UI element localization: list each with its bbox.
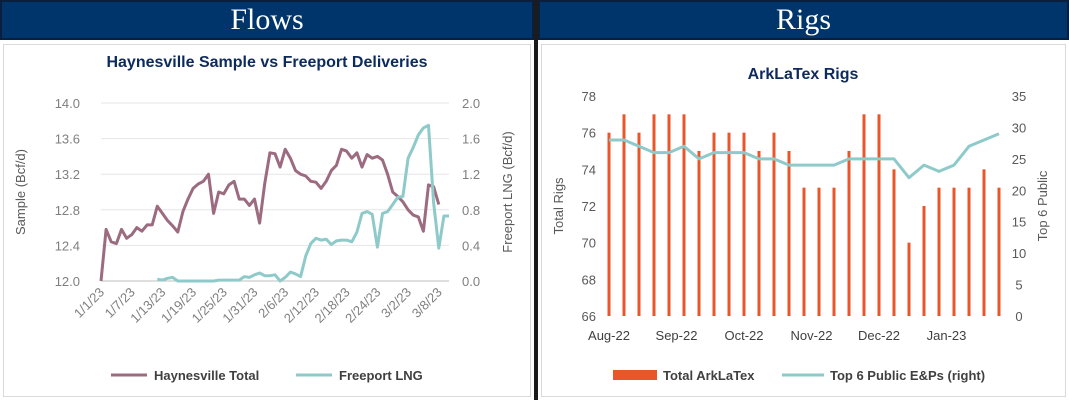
y-tick-label: 12.4 bbox=[55, 238, 80, 253]
y-tick-label: 68 bbox=[582, 272, 596, 287]
y2-tick-label: 10 bbox=[1012, 246, 1026, 261]
y2-tick-label: 5 bbox=[1015, 278, 1022, 293]
x-tick-label: Aug-22 bbox=[588, 328, 630, 343]
rig-bar bbox=[877, 114, 881, 316]
rig-bar bbox=[637, 132, 641, 316]
y2-tick-label: 0.4 bbox=[462, 238, 480, 253]
panel-divider bbox=[534, 0, 538, 400]
y-tick-label: 12.0 bbox=[55, 274, 80, 289]
rigs-panel: Rigs ArkLaTex Rigs 66 68 70 72 74 76 78 0 5 10 15 20… bbox=[538, 0, 1069, 400]
series-line-freeport bbox=[157, 123, 449, 283]
x-tick-label: Nov-22 bbox=[791, 328, 833, 343]
legend-swatch-total-arklatex bbox=[613, 370, 657, 380]
x-tick-label: Sep-22 bbox=[656, 328, 698, 343]
rig-bar bbox=[907, 242, 911, 316]
rig-bar bbox=[967, 187, 971, 316]
rig-bar bbox=[727, 132, 731, 316]
y-tick-label: 66 bbox=[582, 309, 596, 324]
y2-tick-label: 15 bbox=[1012, 215, 1026, 230]
rig-bar bbox=[832, 187, 836, 316]
flows-header: Flows bbox=[0, 0, 534, 40]
y2-axis-title: Top 6 Public bbox=[1035, 170, 1050, 241]
flows-chart-svg: Haynesville Sample vs Freeport Deliverie… bbox=[13, 54, 515, 383]
y2-tick-label: 20 bbox=[1012, 183, 1026, 198]
y-tick-label: 76 bbox=[582, 126, 596, 141]
y2-tick-label: 1.6 bbox=[462, 132, 480, 147]
chart-title: Haynesville Sample vs Freeport Deliverie… bbox=[106, 54, 427, 71]
legend-label-haynesville: Haynesville Total bbox=[154, 368, 259, 383]
rigs-header: Rigs bbox=[538, 0, 1069, 40]
flows-chart-frame: Haynesville Sample vs Freeport Deliverie… bbox=[3, 44, 531, 397]
y2-tick-label: 25 bbox=[1012, 152, 1026, 167]
rig-bar bbox=[787, 151, 791, 316]
y2-tick-label: 0 bbox=[1015, 309, 1022, 324]
rig-bar bbox=[922, 206, 926, 316]
rig-bar bbox=[622, 114, 626, 316]
x-tick-label: 2/24/23 bbox=[342, 285, 383, 326]
y2-tick-label: 2.0 bbox=[462, 96, 480, 111]
y-tick-label: 13.2 bbox=[55, 167, 80, 182]
rig-bar bbox=[862, 114, 866, 316]
y-axis-title: Sample (Bcf/d) bbox=[13, 149, 28, 235]
series-line-top6-public bbox=[609, 132, 1000, 180]
rig-bar bbox=[607, 132, 611, 316]
rig-bar bbox=[817, 187, 821, 316]
y2-axis-title: Freeport LNG (Bcf/d) bbox=[500, 131, 515, 252]
x-tick-label: 1/31/23 bbox=[219, 285, 260, 326]
y2-tick-label: 30 bbox=[1012, 120, 1026, 135]
y-tick-label: 70 bbox=[582, 236, 596, 251]
rig-bar bbox=[652, 114, 656, 316]
y-tick-label: 78 bbox=[582, 89, 596, 104]
series-line-haynesville bbox=[99, 147, 441, 282]
rig-bar bbox=[952, 187, 956, 316]
y2-tick-label: 0.8 bbox=[462, 203, 480, 218]
rig-bar bbox=[742, 132, 746, 316]
y-tick-label: 13.6 bbox=[55, 132, 80, 147]
x-tick-label: Jan-23 bbox=[927, 328, 967, 343]
rigs-chart-frame: ArkLaTex Rigs 66 68 70 72 74 76 78 0 5 10 15 20 25 30 3… bbox=[541, 44, 1066, 397]
y2-tick-label: 1.2 bbox=[462, 167, 480, 182]
rig-bar bbox=[892, 169, 896, 316]
rig-bar bbox=[682, 114, 686, 316]
y-tick-label: 14.0 bbox=[55, 96, 80, 111]
rig-bar bbox=[997, 187, 1001, 316]
legend-label-total-arklatex: Total ArkLaTex bbox=[663, 368, 755, 383]
x-tick-label: 3/8/23 bbox=[409, 285, 445, 321]
rig-bar bbox=[712, 132, 716, 316]
y-tick-label: 74 bbox=[582, 162, 596, 177]
y2-tick-label: 0.0 bbox=[462, 274, 480, 289]
rig-bar bbox=[847, 151, 851, 316]
x-tick-label: Dec-22 bbox=[858, 328, 900, 343]
rigs-chart-svg: ArkLaTex Rigs 66 68 70 72 74 76 78 0 5 10 15 20 25 30 3… bbox=[551, 66, 1050, 383]
x-tick-label: 3/2/23 bbox=[378, 285, 414, 321]
flows-panel: Flows Haynesville Sample vs Freeport Del… bbox=[0, 0, 534, 400]
x-tick-label: Oct-22 bbox=[724, 328, 763, 343]
rig-bar bbox=[802, 187, 806, 316]
legend-label-freeport: Freeport LNG bbox=[339, 368, 423, 383]
y-axis-title: Total Rigs bbox=[551, 177, 566, 235]
rig-bar bbox=[937, 187, 941, 316]
rig-bar bbox=[757, 151, 761, 316]
rig-bar bbox=[982, 169, 986, 316]
chart-title: ArkLaTex Rigs bbox=[748, 66, 859, 83]
rig-bar bbox=[772, 132, 776, 316]
rig-bar bbox=[697, 151, 701, 316]
x-tick-label: 1/1/23 bbox=[71, 285, 107, 321]
legend-label-top6-public: Top 6 Public E&Ps (right) bbox=[830, 368, 985, 383]
y-tick-label: 72 bbox=[582, 199, 596, 214]
rig-bar bbox=[667, 114, 671, 316]
y2-tick-label: 35 bbox=[1012, 89, 1026, 104]
y-tick-label: 12.8 bbox=[55, 203, 80, 218]
